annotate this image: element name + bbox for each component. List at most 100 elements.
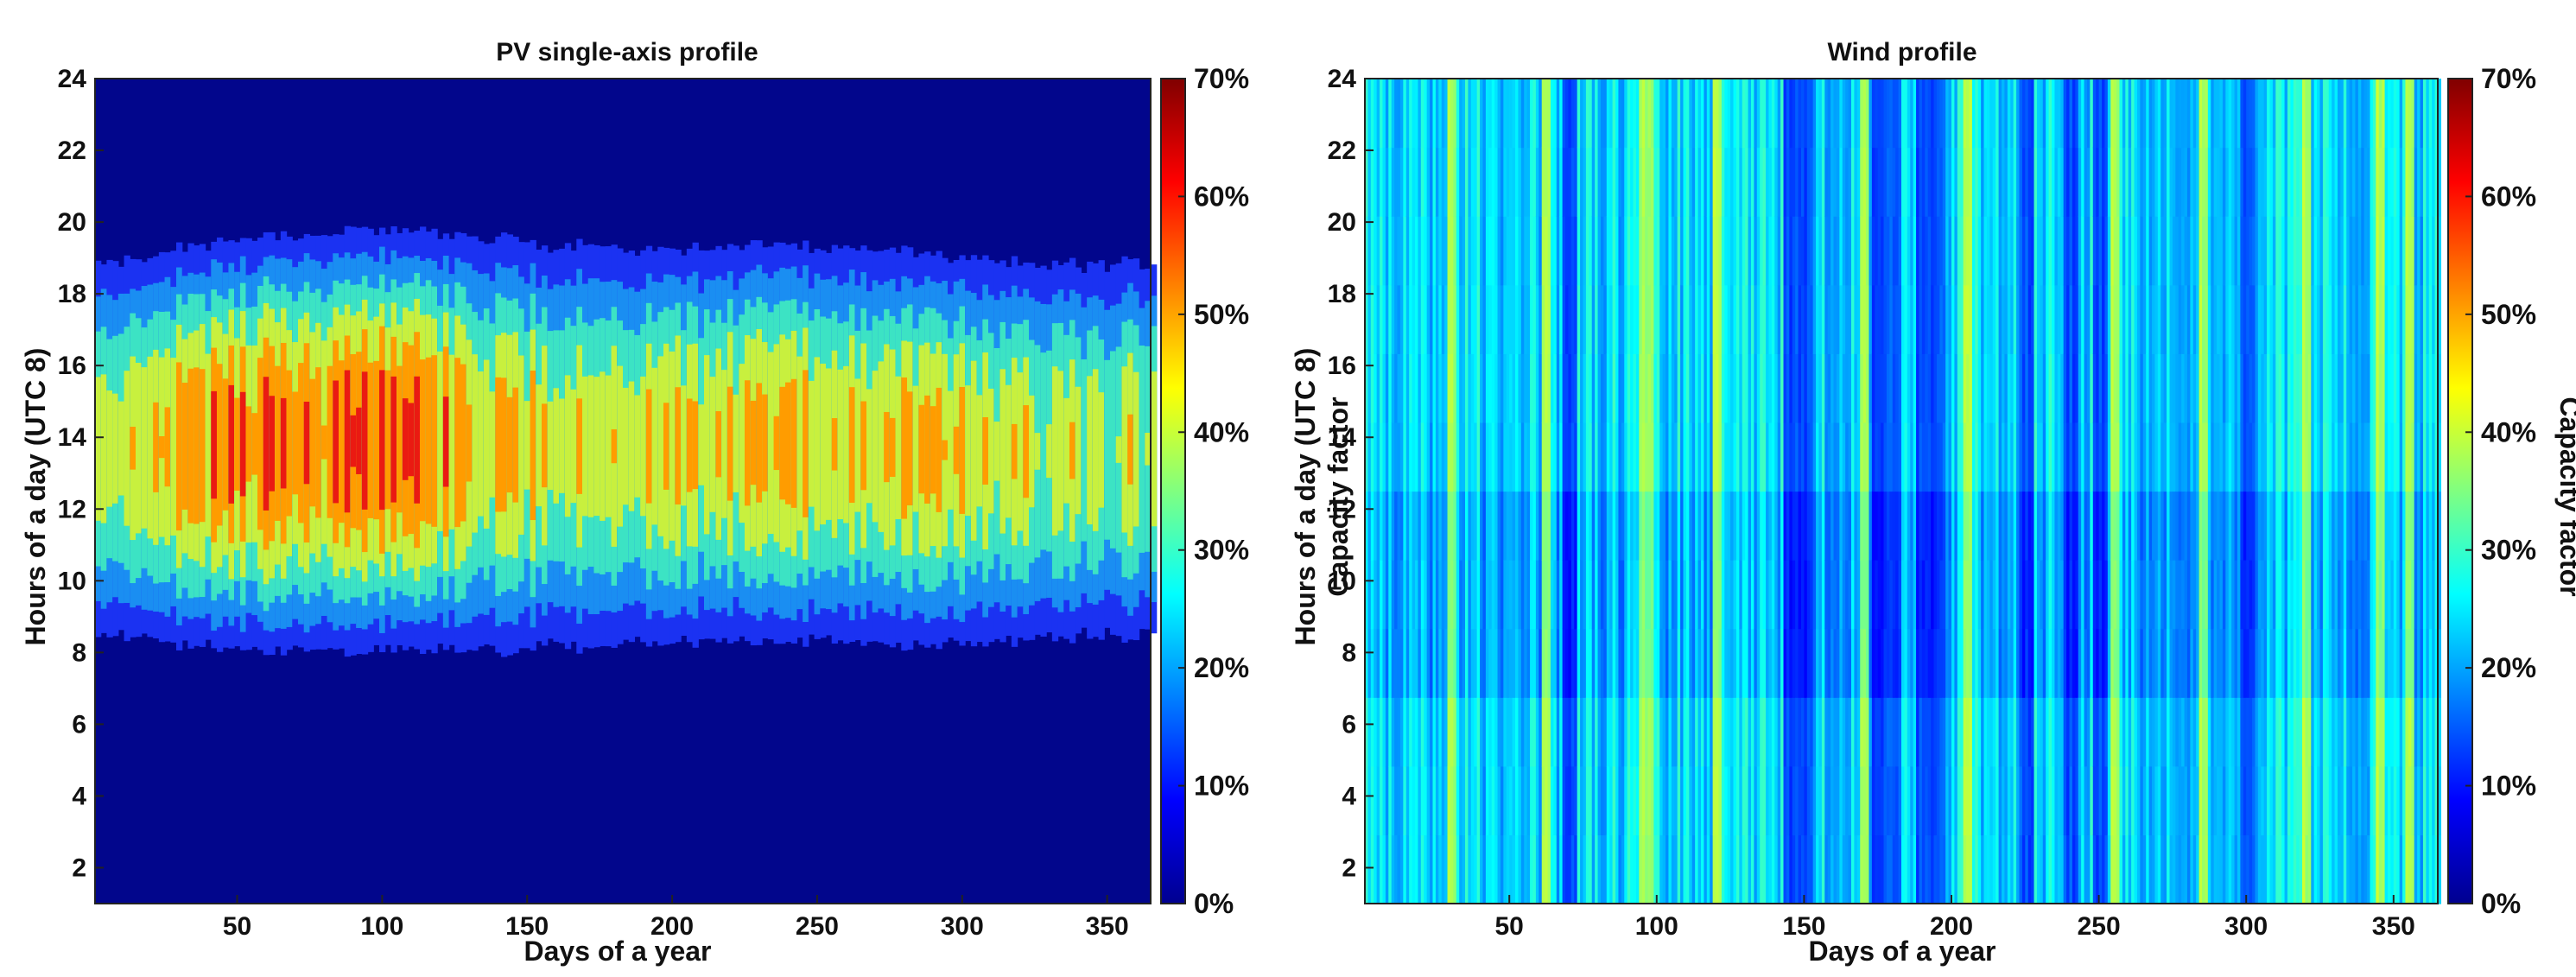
heatmap-cell [2231,629,2235,698]
chart-title: PV single-axis profile [496,38,758,67]
heatmap-cell [1851,422,1855,492]
heatmap-cell [1964,834,1967,904]
heatmap-cell [1448,560,1451,629]
heatmap-cell [1624,285,1627,354]
heatmap-cell [1421,422,1424,492]
heatmap-cell [1471,629,1475,698]
heatmap-cell [1893,834,1896,904]
heatmap-cell [1774,766,1778,835]
heatmap-cell [1627,629,1631,698]
heatmap-cell [1666,216,1669,285]
heatmap-cell [2261,629,2264,698]
heatmap-cell [1922,79,1926,148]
heatmap-cell [1621,79,1625,148]
heatmap-cell [1621,216,1625,285]
heatmap-cell [2075,353,2078,422]
heatmap-cell [1999,766,2002,835]
heatmap-cell [2016,560,2020,629]
heatmap-cell [2075,285,2078,354]
heatmap-cell [2311,422,2314,492]
heatmap-cell [1995,216,1999,285]
heatmap-cell [1672,353,1675,422]
heatmap-cell [2110,216,2114,285]
heatmap-cell [1757,834,1761,904]
heatmap-cell [2246,422,2249,492]
heatmap-cell [2170,285,2173,354]
heatmap-cell [2329,353,2332,422]
heatmap-cell [2075,422,2078,492]
heatmap-cell [2311,216,2314,285]
heatmap-cell [2211,834,2214,904]
heatmap-cell [1910,353,1913,422]
heatmap-cell [2060,353,2064,422]
heatmap-cell [2255,353,2258,422]
heatmap-cell [1960,697,1964,766]
heatmap-cell [1857,353,1861,422]
heatmap-cell [1624,834,1627,904]
heatmap-cell [2229,492,2232,561]
heatmap-cell [2275,353,2279,422]
heatmap-cell [1801,492,1805,561]
heatmap-cell [2034,216,2038,285]
heatmap-cell [2008,79,2011,148]
heatmap-cell [1412,492,1416,561]
heatmap-cell [1415,629,1418,698]
heatmap-cell [315,367,321,517]
heatmap-cell [2046,353,2049,422]
heatmap-cell [1786,422,1790,492]
heatmap-cell [2214,79,2218,148]
heatmap-cell [1895,148,1899,217]
heatmap-cell [1734,697,1737,766]
heatmap-cell [2205,834,2208,904]
heatmap-cell [2243,148,2247,217]
heatmap-cell [704,355,710,534]
heatmap-cell [1388,148,1392,217]
heatmap-cell [1371,353,1374,422]
heatmap-cell [1603,560,1607,629]
heatmap-cell [1568,79,1571,148]
heatmap-cell [2078,422,2082,492]
heatmap-cell [1945,216,1949,285]
heatmap-cell [2187,492,2191,561]
heatmap-cell [2137,148,2141,217]
heatmap-cell [2135,766,2138,835]
heatmap-cell [2054,492,2058,561]
heatmap-cell [2019,79,2022,148]
heatmap-cell [1398,216,1401,285]
heatmap-cell [1707,285,1710,354]
heatmap-cell [774,416,780,470]
heatmap-cell [2311,148,2314,217]
heatmap-cell [1901,148,1905,217]
heatmap-cell [2008,492,2011,561]
heatmap-cell [2255,766,2258,835]
heatmap-cell [1854,148,1857,217]
heatmap-cell [2143,766,2147,835]
heatmap-cell [1857,834,1861,904]
heatmap-cell [2305,422,2308,492]
heatmap-cell [1851,629,1855,698]
heatmap-cell [1778,79,1781,148]
heatmap-cell [1456,79,1460,148]
heatmap-cell [2273,148,2276,217]
heatmap-cell [1869,148,1872,217]
heatmap-cell [1710,285,1713,354]
heatmap-cell [1456,422,1460,492]
heatmap-cell [2217,422,2220,492]
heatmap-cell [1857,629,1861,698]
heatmap-cell [2129,492,2132,561]
heatmap-cell [2367,766,2370,835]
heatmap-cell [1843,79,1846,148]
heatmap-cell [1772,629,1775,698]
heatmap-cell [1813,492,1817,561]
heatmap-cell [1563,79,1566,148]
heatmap-cell [2338,560,2341,629]
heatmap-cell [1939,492,1943,561]
heatmap-cell [1392,353,1395,422]
heatmap-cell [1692,285,1696,354]
heatmap-cell [1837,148,1840,217]
heatmap-cell [2010,148,2014,217]
heatmap-cell [1839,422,1843,492]
heatmap-cell [2125,560,2129,629]
heatmap-cell [2229,353,2232,422]
heatmap-cell [1768,492,1772,561]
